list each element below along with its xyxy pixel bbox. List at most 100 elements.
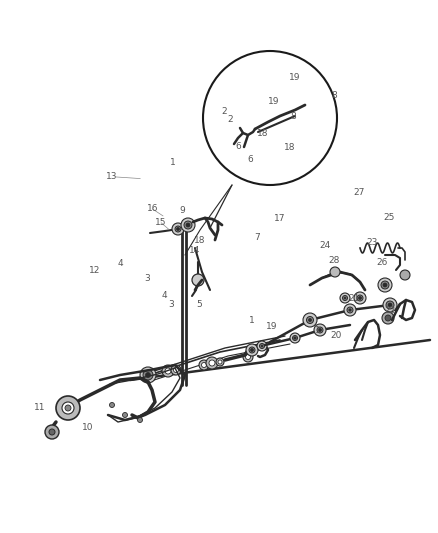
Text: 1: 1: [249, 317, 255, 325]
Circle shape: [45, 425, 59, 439]
Circle shape: [314, 324, 326, 336]
Text: 13: 13: [106, 173, 117, 181]
Text: 6: 6: [236, 142, 242, 151]
Circle shape: [400, 270, 410, 280]
Circle shape: [347, 307, 353, 313]
Circle shape: [344, 304, 356, 316]
Text: 19: 19: [268, 97, 279, 106]
Circle shape: [243, 352, 253, 362]
Circle shape: [171, 365, 181, 375]
Circle shape: [175, 226, 181, 232]
Text: 22: 22: [384, 306, 396, 314]
Text: 10: 10: [82, 423, 93, 432]
Text: 28: 28: [328, 256, 339, 264]
Circle shape: [330, 267, 340, 277]
Circle shape: [173, 367, 179, 373]
Text: 18: 18: [284, 143, 296, 152]
Text: 24: 24: [319, 241, 331, 249]
Circle shape: [231, 111, 245, 125]
Circle shape: [290, 333, 300, 343]
Text: 8: 8: [290, 112, 297, 120]
Text: 8: 8: [331, 92, 337, 101]
Circle shape: [354, 292, 366, 304]
Circle shape: [378, 278, 392, 292]
Circle shape: [181, 218, 195, 232]
Circle shape: [123, 413, 127, 417]
Circle shape: [177, 228, 180, 230]
Circle shape: [259, 343, 265, 349]
Text: 2: 2: [221, 108, 227, 117]
Text: 1: 1: [314, 326, 321, 335]
Text: 15: 15: [155, 219, 167, 227]
Circle shape: [261, 345, 263, 347]
Text: 17: 17: [274, 214, 285, 223]
Circle shape: [343, 295, 347, 301]
Circle shape: [267, 121, 269, 123]
Circle shape: [382, 312, 394, 324]
Circle shape: [294, 337, 296, 339]
Text: 4: 4: [118, 260, 123, 268]
Circle shape: [209, 360, 215, 366]
Circle shape: [184, 221, 192, 229]
Circle shape: [62, 402, 74, 414]
Circle shape: [383, 283, 387, 287]
Text: 27: 27: [353, 189, 365, 197]
Text: 25: 25: [383, 213, 395, 222]
Text: 4: 4: [162, 292, 167, 300]
Circle shape: [162, 365, 174, 377]
Text: 7: 7: [254, 233, 261, 241]
Circle shape: [301, 85, 308, 92]
Circle shape: [299, 82, 311, 94]
Circle shape: [318, 328, 321, 332]
Text: 1: 1: [170, 158, 176, 167]
Circle shape: [206, 357, 218, 369]
Circle shape: [265, 119, 271, 125]
Circle shape: [49, 429, 55, 435]
Circle shape: [280, 114, 284, 118]
Circle shape: [138, 417, 142, 423]
Circle shape: [381, 281, 389, 289]
Text: 21: 21: [348, 294, 360, 303]
Text: 3: 3: [168, 301, 174, 309]
Text: 19: 19: [266, 322, 277, 330]
Circle shape: [234, 115, 241, 122]
Circle shape: [281, 115, 283, 117]
Circle shape: [317, 95, 327, 105]
Text: 20: 20: [331, 332, 342, 340]
Text: 26: 26: [376, 258, 388, 266]
Circle shape: [257, 341, 267, 351]
Circle shape: [263, 117, 273, 127]
Circle shape: [218, 360, 222, 364]
Circle shape: [145, 373, 151, 377]
Circle shape: [172, 223, 184, 235]
Text: 18: 18: [257, 129, 268, 138]
Circle shape: [192, 274, 204, 286]
Text: 6: 6: [247, 156, 253, 165]
Text: 23: 23: [367, 238, 378, 247]
Text: 3: 3: [144, 274, 150, 282]
Circle shape: [165, 368, 171, 374]
Circle shape: [340, 293, 350, 303]
Circle shape: [216, 358, 224, 366]
Circle shape: [386, 301, 394, 309]
Circle shape: [388, 303, 392, 307]
Text: 11: 11: [34, 403, 45, 412]
Circle shape: [385, 315, 391, 321]
Circle shape: [278, 112, 286, 120]
Text: 18: 18: [194, 237, 205, 245]
Circle shape: [358, 296, 361, 300]
Circle shape: [344, 297, 346, 299]
Circle shape: [246, 344, 258, 356]
Circle shape: [199, 360, 209, 370]
Circle shape: [293, 335, 297, 341]
Circle shape: [203, 51, 337, 185]
Text: 5: 5: [196, 301, 202, 309]
Circle shape: [304, 86, 307, 90]
Text: 12: 12: [88, 266, 100, 275]
Circle shape: [319, 98, 325, 102]
Circle shape: [308, 319, 311, 321]
Circle shape: [251, 349, 254, 351]
Text: 2: 2: [227, 116, 233, 124]
Circle shape: [186, 223, 190, 227]
Circle shape: [249, 347, 255, 353]
